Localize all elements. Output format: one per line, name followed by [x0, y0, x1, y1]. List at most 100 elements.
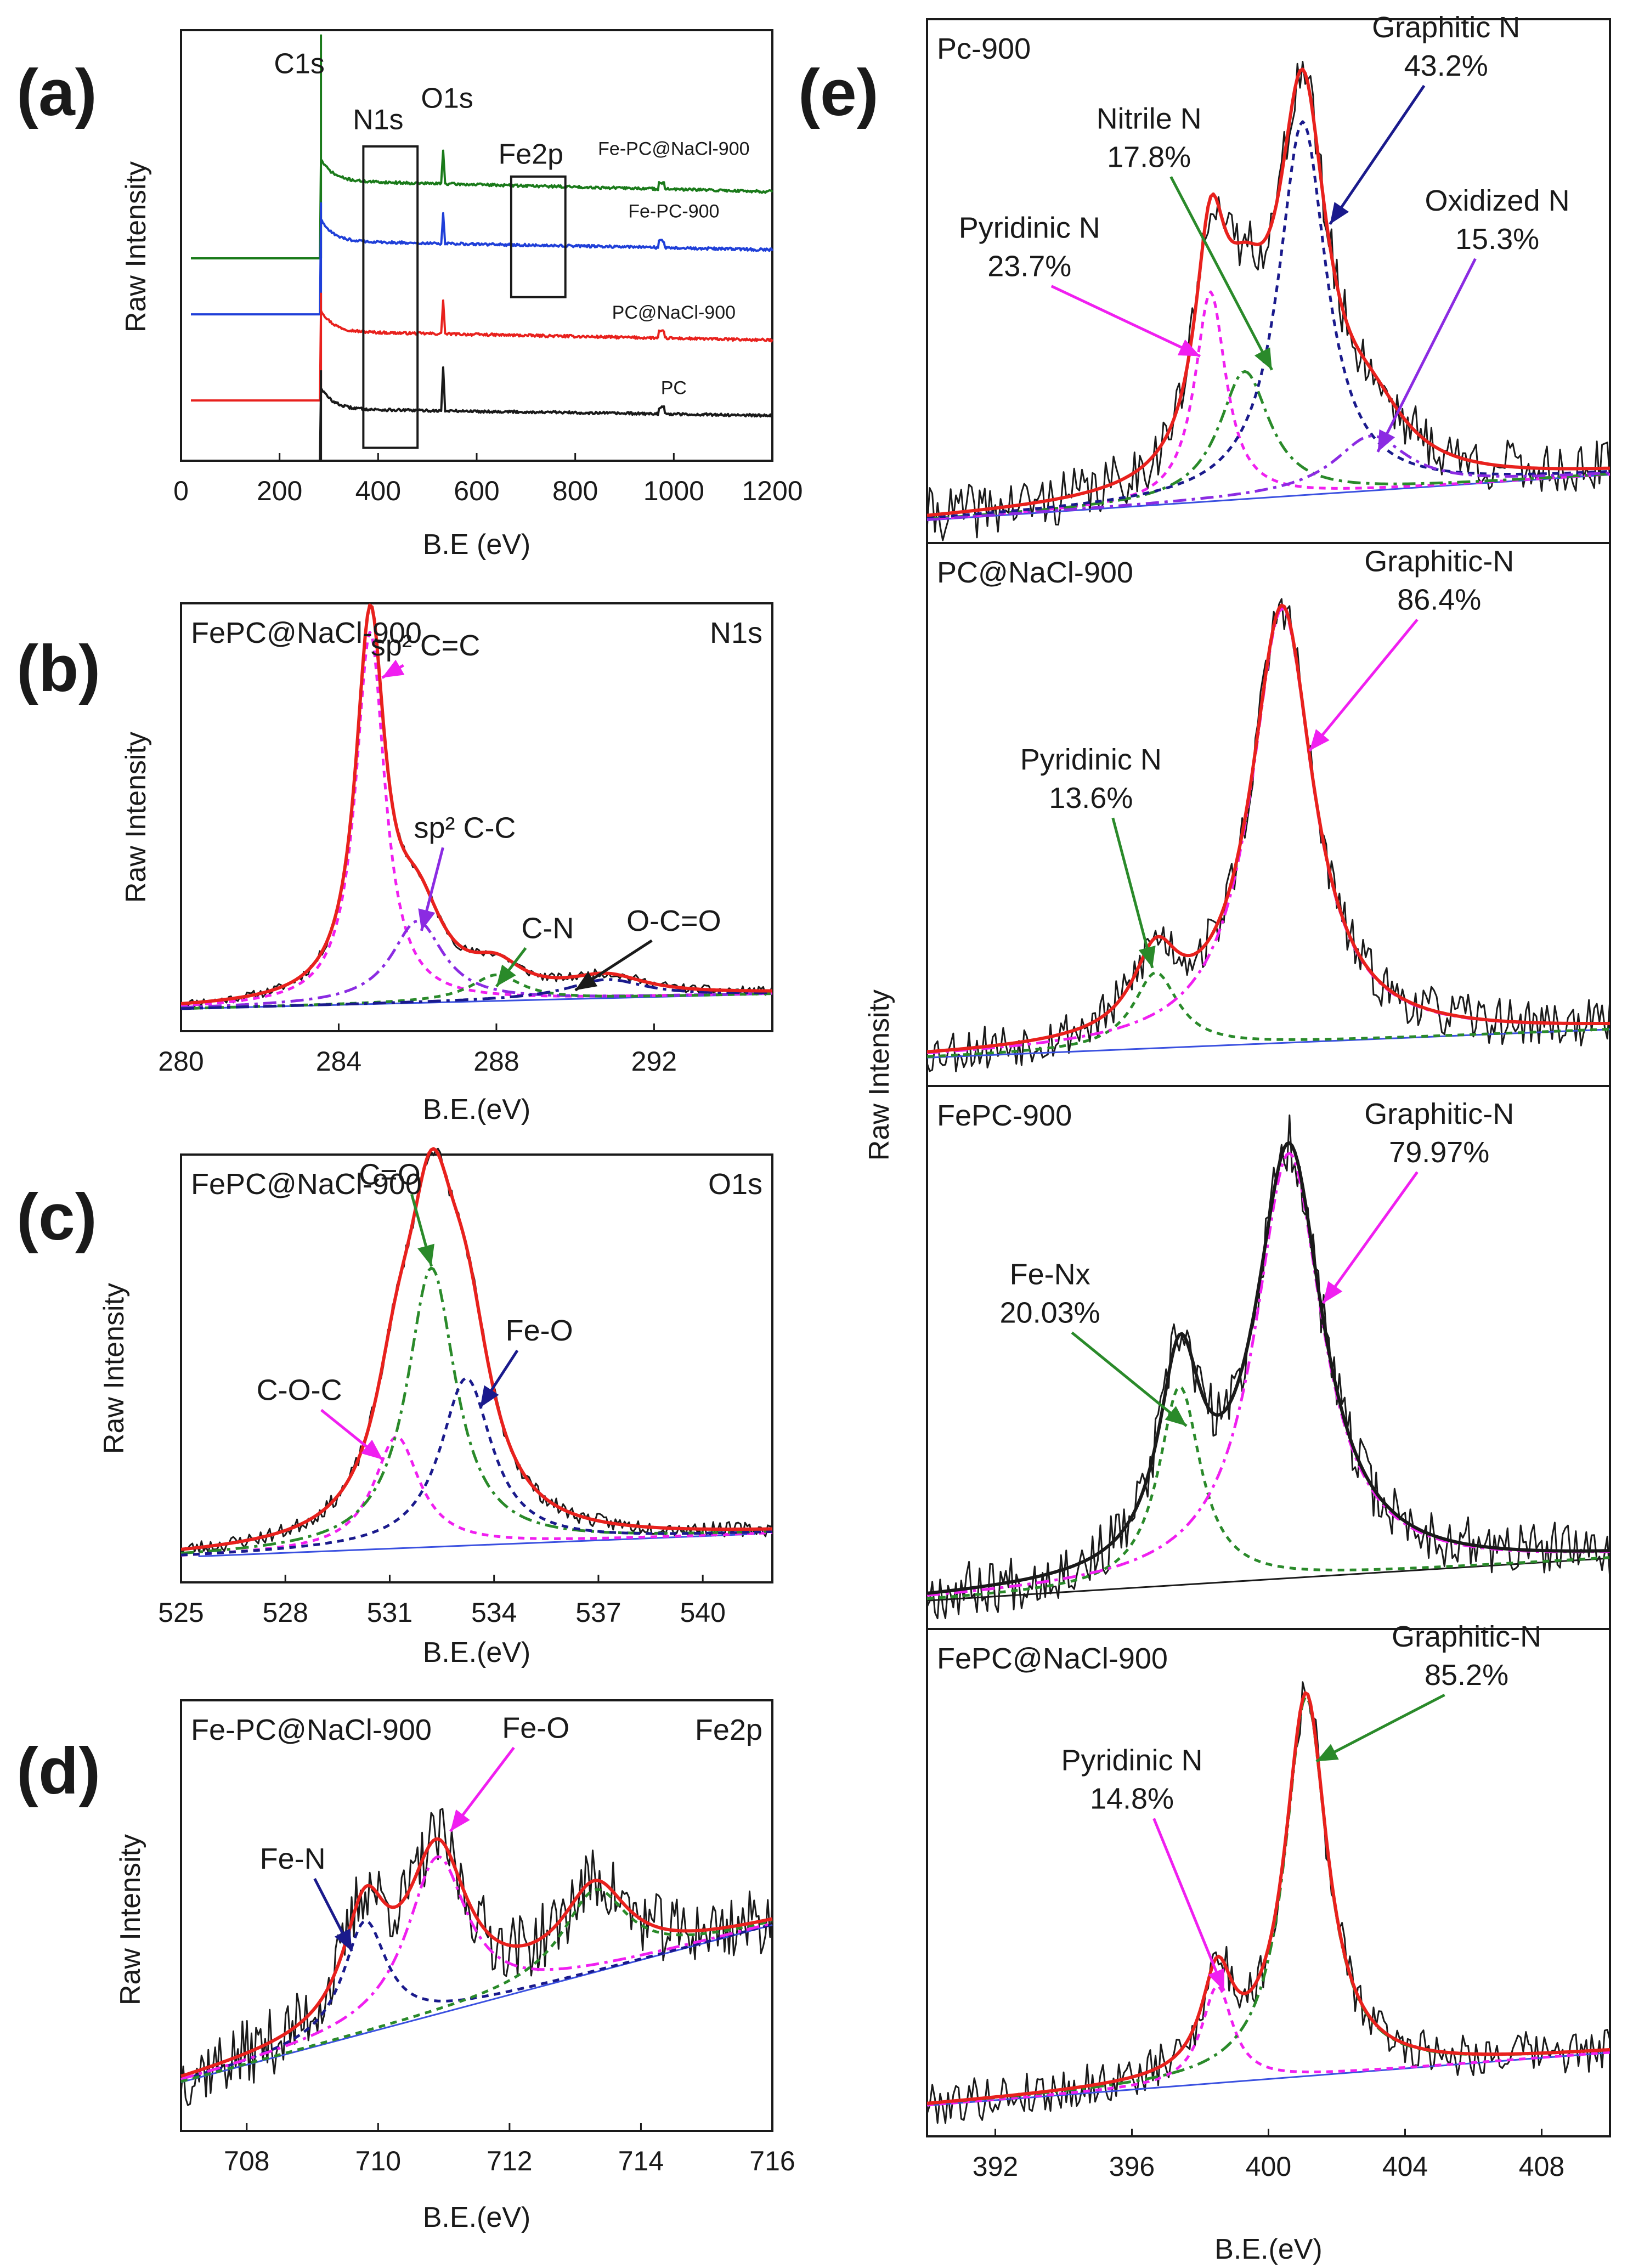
- fit-envelope-line: [180, 603, 772, 1005]
- peak-annotation: C-O-C: [257, 1374, 342, 1407]
- sample-title: FePC@NaCl-900: [191, 617, 422, 649]
- peak-annotation: Nitrile N: [1097, 102, 1202, 135]
- sample-title: Pc-900: [937, 32, 1031, 65]
- arrow-head: [1323, 1281, 1343, 1303]
- x-tick-label: 540: [680, 1597, 725, 1628]
- peak-percentage: 43.2%: [1404, 49, 1488, 82]
- fit-component-line: [180, 1855, 773, 2081]
- fit-envelope-line: [926, 67, 1611, 517]
- x-tick-label: 288: [473, 1046, 519, 1077]
- y-axis-label: Raw Intensity: [120, 161, 152, 332]
- y-axis-label: Raw Intensity: [98, 1283, 130, 1454]
- peak-annotation: Graphitic-N: [1392, 1620, 1541, 1653]
- peak-percentage: 14.8%: [1090, 1782, 1174, 1815]
- arrow-head: [1254, 347, 1272, 370]
- arrow-head: [1208, 1968, 1225, 1991]
- fit-component-line: [926, 370, 1611, 521]
- arrow-head: [450, 1809, 470, 1831]
- panel-e4: 392 396 400 404 408 FePC@NaCl-900 B.E.(eV) Raw …: [863, 989, 1611, 2265]
- x-tick-label: 800: [552, 476, 598, 506]
- x-tick-label: 404: [1382, 2151, 1428, 2182]
- sample-title: FePC@NaCl-900: [191, 1168, 422, 1201]
- arrow-head: [496, 964, 516, 987]
- peak-annotation: Fe-N: [260, 1842, 326, 1875]
- raw-spectrum-line: [926, 1114, 1611, 1620]
- panel-d: 708 710 712 714 716 Fe-PC@NaCl-900 Fe2p (d) B.E.…: [16, 1699, 795, 2233]
- x-tick-label: 392: [973, 2151, 1018, 2182]
- x-tick-label: 528: [263, 1597, 308, 1628]
- peak-percentage: 13.6%: [1049, 782, 1133, 815]
- survey-series-line: [190, 149, 773, 259]
- x-axis-label: B.E.(eV): [423, 1094, 531, 1125]
- annotation-arrow: [1376, 258, 1477, 453]
- peak-annotation: Graphitic-N: [1364, 545, 1514, 578]
- panel-label-c: (c): [16, 1180, 97, 1254]
- fit-component-line: [926, 434, 1611, 521]
- fit-envelope-line: [180, 1147, 772, 1551]
- fit-component-line: [180, 978, 773, 1010]
- peak-annotation: Fe-O: [502, 1711, 569, 1744]
- arrow-head: [1377, 429, 1395, 452]
- peak-annotation: O-C=O: [626, 904, 721, 937]
- arrow-head: [1165, 1406, 1187, 1426]
- annotation-arrow: [1169, 176, 1273, 371]
- series-label: Fe-PC-900: [628, 201, 719, 222]
- fit-component-line: [180, 1435, 773, 1557]
- series-label: PC: [661, 377, 687, 398]
- arrow-head: [480, 1385, 499, 1408]
- fit-component-line: [926, 971, 1611, 1058]
- sample-title: FePC@NaCl-900: [937, 1642, 1168, 1675]
- survey-series-line: [190, 212, 773, 316]
- fit-component-line: [926, 1984, 1611, 2107]
- raw-spectrum-line: [926, 598, 1611, 1072]
- series-label: PC@NaCl-900: [612, 302, 736, 323]
- peak-annotation: Fe-O: [506, 1314, 573, 1347]
- x-tick-label: 712: [487, 2146, 532, 2176]
- annotation-arrow: [1050, 285, 1201, 358]
- x-tick-label: 708: [224, 2146, 269, 2176]
- peak-annotation: C-N: [521, 912, 574, 944]
- panel-b: 280 284 288 292 FePC@NaCl-900 N1s (b) B.E.(eV) R…: [16, 602, 773, 1125]
- x-tick-label: 525: [158, 1597, 204, 1628]
- raw-spectrum-line: [180, 1147, 773, 1554]
- arrow-head: [1177, 339, 1200, 357]
- y-axis-label: Raw Intensity: [115, 1834, 146, 2005]
- x-tick-label: 200: [257, 476, 302, 506]
- arrow-head: [1316, 1744, 1339, 1762]
- sample-title: FePC-900: [937, 1099, 1072, 1132]
- peak-annotation: Graphitic N: [1372, 11, 1520, 44]
- annotation-arrow: [1111, 817, 1154, 969]
- fit-component-line: [180, 973, 773, 1010]
- sample-title: Fe-PC@NaCl-900: [191, 1713, 432, 1746]
- y-axis-label: Raw Intensity: [120, 732, 152, 903]
- x-tick-label: 400: [1246, 2151, 1291, 2182]
- fit-component-line: [180, 1266, 773, 1555]
- peak-annotation: Fe-Nx: [1010, 1258, 1090, 1291]
- survey-series-line: [190, 366, 773, 462]
- panel-label-a: (a): [16, 56, 97, 129]
- x-tick-label: 280: [158, 1046, 204, 1077]
- panel-label-b: (b): [16, 632, 100, 705]
- raw-spectrum-line: [926, 1681, 1611, 2124]
- arrow-head: [418, 908, 436, 931]
- fit-component-line: [180, 1919, 773, 2082]
- arrow-head: [361, 1439, 383, 1460]
- region-box: [510, 175, 567, 298]
- panel-e1: Pc-900 (e) Graphitic N 43.2% Nitrile N 17.8% O…: [798, 11, 1611, 544]
- x-tick-label: 408: [1519, 2151, 1564, 2182]
- annotation-arrow: [1315, 1693, 1445, 1763]
- peak-annotation: Oxidized N: [1425, 184, 1570, 217]
- x-tick-label: 716: [749, 2146, 795, 2176]
- plot-frame: [180, 602, 773, 1032]
- arrow-head: [382, 659, 405, 678]
- fit-component-line: [180, 1888, 773, 2083]
- peak-percentage: 85.2%: [1425, 1659, 1508, 1692]
- x-axis-label: B.E.(eV): [423, 2202, 531, 2233]
- peak-annotation: O1s: [421, 82, 473, 114]
- peak-annotation: Pyridinic N: [1020, 743, 1162, 776]
- core-level-title: Fe2p: [695, 1713, 762, 1746]
- peak-annotation: Pyridinic N: [959, 212, 1100, 245]
- plot-frame: [926, 542, 1611, 1087]
- series-label: Fe-PC@NaCl-900: [598, 139, 749, 160]
- annotation-arrow: [1308, 619, 1419, 752]
